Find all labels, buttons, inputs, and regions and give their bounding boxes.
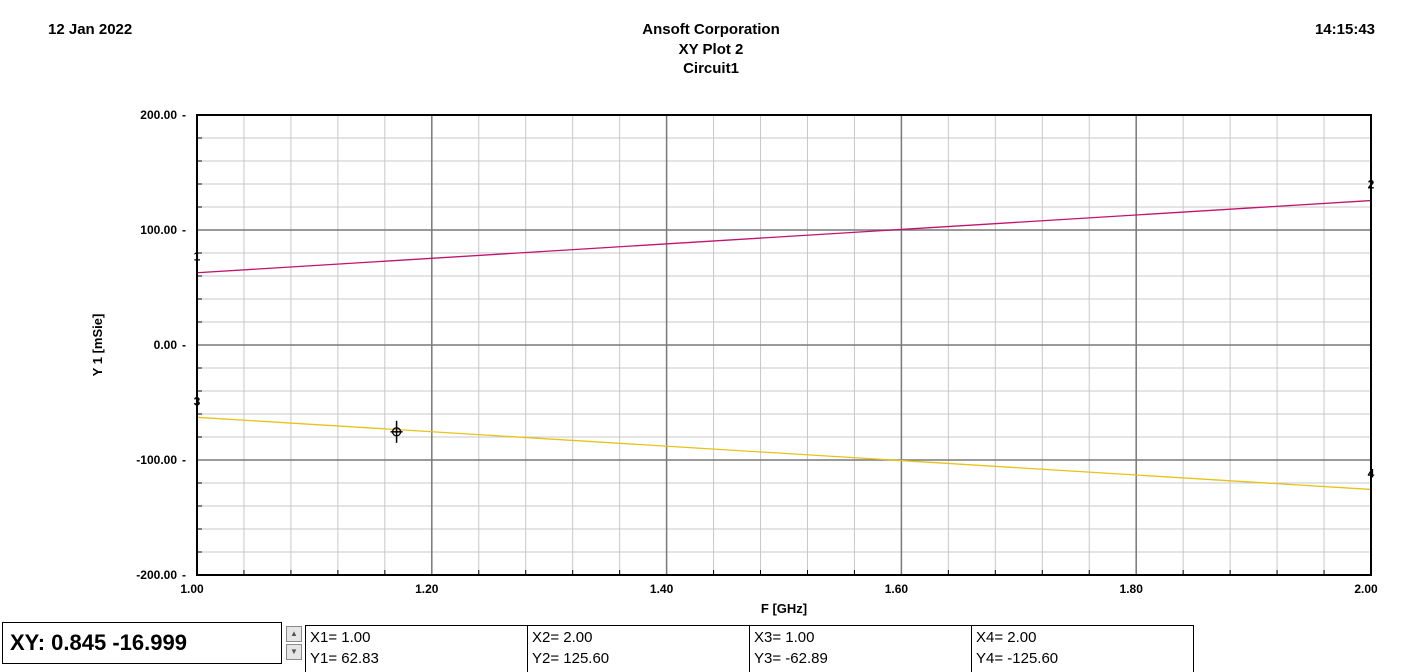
marker-y: Y4= -125.60 <box>976 650 1059 667</box>
marker-y: Y2= 125.60 <box>532 650 610 667</box>
x-tick-label: 1.00 <box>180 582 204 596</box>
marker-y: Y1= 62.83 <box>310 650 379 667</box>
scroll-up-icon[interactable]: ▲ <box>286 626 302 642</box>
x-tick-label: 1.20 <box>415 582 439 596</box>
marker-x: X3= 1.00 <box>754 629 815 646</box>
x-tick-label: 1.80 <box>1120 582 1144 596</box>
x-tick-labels: 1.00 1.20 1.40 1.60 1.80 2.00 <box>180 582 1378 596</box>
x-tick-label: 1.40 <box>650 582 674 596</box>
y-tick-label: -100.00 <box>136 453 177 467</box>
plot-titles: Ansoft Corporation XY Plot 2 Circuit1 <box>0 20 1422 79</box>
series-line-1 <box>196 199 1372 274</box>
y-tick-dash: - <box>182 108 186 122</box>
marker-cell-1: X1= 1.00 Y1= 62.83 <box>306 626 528 672</box>
y-tick-labels: 200.00 -100.00 -0.00 --100.00 --200.00- <box>136 108 186 582</box>
marker-y: Y3= -62.89 <box>754 650 828 667</box>
x-tick-label: 1.60 <box>885 582 909 596</box>
marker-table: X1= 1.00 Y1= 62.83 X2= 2.00 Y2= 125.60 X… <box>305 625 1194 672</box>
marker-scroll[interactable]: ▲ ▼ <box>286 626 302 660</box>
y-tick-dash: - <box>182 338 186 352</box>
marker-x: X4= 2.00 <box>976 629 1037 646</box>
plot-date: 12 Jan 2022 <box>48 21 133 38</box>
marker-cell-2: X2= 2.00 Y2= 125.60 <box>528 626 750 672</box>
y-tick-dash: - <box>182 223 186 237</box>
y-tick-dash: - <box>182 453 186 467</box>
x-tick-label: 2.00 <box>1354 582 1378 596</box>
y-axis-label: Y 1 [mSie] <box>90 314 105 377</box>
y-tick-label: 200.00 <box>140 108 177 122</box>
marker-x: X2= 2.00 <box>532 629 593 646</box>
y-tick-label: 0.00 <box>154 338 178 352</box>
marker-cell-3: X3= 1.00 Y3= -62.89 <box>750 626 972 672</box>
plot-frame <box>196 114 1372 576</box>
y-tick-dash: - <box>182 568 186 582</box>
scroll-down-icon[interactable]: ▼ <box>286 644 302 660</box>
circuit-title: Circuit1 <box>683 60 739 77</box>
y-tick-label: 100.00 <box>140 223 177 237</box>
y-tick-label: -200.00 <box>136 568 177 582</box>
x-axis-label: F [GHz] <box>761 601 807 616</box>
cursor-ring <box>391 427 402 437</box>
plot-time: 14:15:43 <box>1314 21 1375 38</box>
series-line-2 <box>196 416 1372 491</box>
xy-readout: XY: 0.845 -16.999 <box>2 622 282 664</box>
company-title: Ansoft Corporation <box>642 21 780 38</box>
marker-x: X1= 1.00 <box>310 629 371 646</box>
crosshair-cursor[interactable] <box>390 420 403 443</box>
plot-title: XY Plot 2 <box>678 40 744 58</box>
marker-cell-4: X4= 2.00 Y4= -125.60 <box>972 626 1194 672</box>
